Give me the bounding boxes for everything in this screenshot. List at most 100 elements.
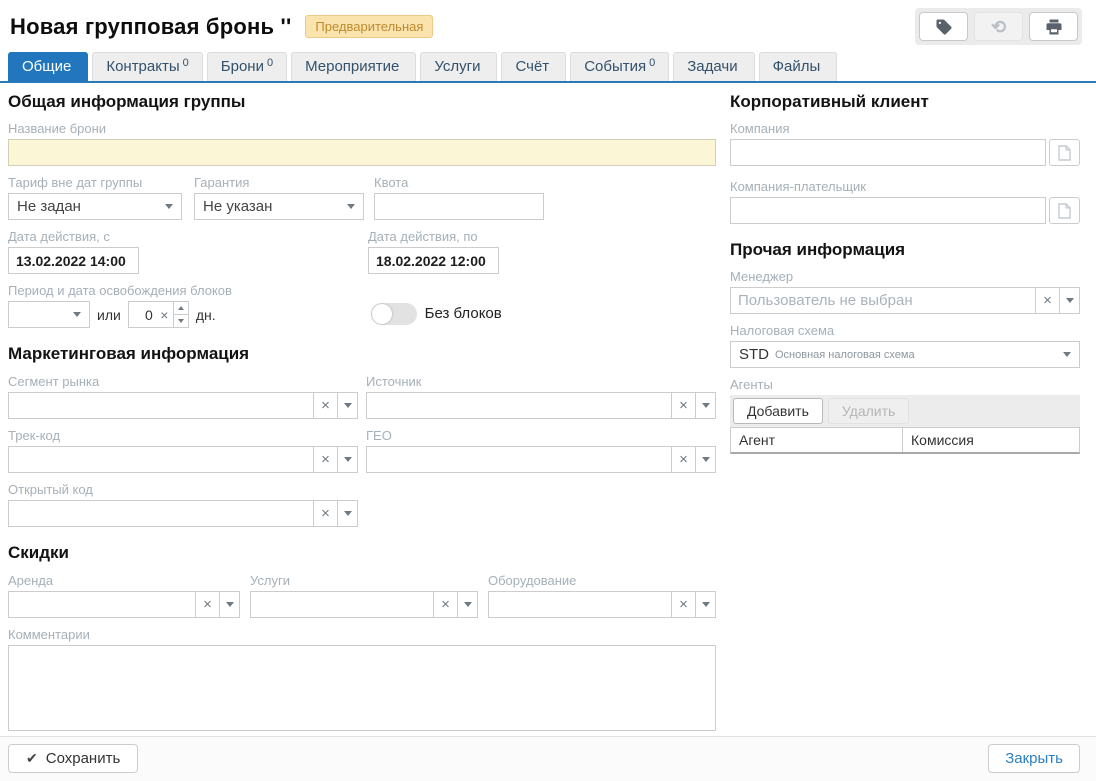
quota-input[interactable]: [374, 193, 544, 220]
tab-uslugi[interactable]: Услуги: [420, 52, 498, 81]
booking-name-label: Название брони: [8, 121, 107, 136]
clear-icon[interactable]: ×: [671, 592, 695, 617]
tax-scheme-name: Основная налоговая схема: [775, 348, 915, 361]
dropdown-button[interactable]: [219, 592, 239, 617]
date-from-field[interactable]: 13.02.2022 14:00: [8, 247, 139, 274]
print-button[interactable]: [1029, 12, 1078, 41]
tab-broni[interactable]: Брони 0: [206, 52, 288, 81]
close-button[interactable]: Закрыть: [988, 744, 1080, 773]
clear-icon[interactable]: ×: [671, 447, 695, 472]
dropdown-icon: [1065, 298, 1074, 303]
dropdown-button[interactable]: [695, 592, 715, 617]
tab-obshchie[interactable]: Общие: [8, 52, 89, 81]
tab-sobytiya[interactable]: События 0: [570, 52, 670, 81]
agents-add-button[interactable]: Добавить: [733, 398, 823, 424]
no-blocks-label: Без блоков: [424, 305, 502, 322]
equipment-discount-input[interactable]: [489, 592, 671, 617]
dropdown-icon: [343, 457, 352, 462]
tab-label: Брони: [220, 58, 264, 75]
tab-schet[interactable]: Счёт: [501, 52, 567, 81]
dropdown-button[interactable]: [1059, 288, 1079, 313]
company-select-button[interactable]: [1049, 139, 1080, 166]
clear-icon[interactable]: ×: [671, 393, 695, 418]
no-blocks-toggle[interactable]: [370, 302, 417, 325]
tab-count: 0: [649, 57, 656, 69]
main-content: Общая информация группы Название брони Т…: [0, 83, 1096, 736]
arrow-up-icon: [177, 306, 184, 310]
equipment-discount-label: Оборудование: [488, 573, 577, 588]
date-to-field[interactable]: 18.02.2022 12:00: [368, 247, 499, 274]
booking-name-input[interactable]: [8, 139, 716, 166]
payer-company-input[interactable]: [730, 197, 1046, 224]
dropdown-button[interactable]: [457, 592, 477, 617]
source-combobox: ×: [366, 392, 716, 419]
dropdown-button[interactable]: [337, 393, 357, 418]
segment-combobox: ×: [8, 392, 358, 419]
rent-discount-combobox: ×: [8, 591, 240, 618]
toggle-knob: [371, 303, 392, 324]
dropdown-button[interactable]: [695, 393, 715, 418]
clear-icon[interactable]: ×: [313, 501, 337, 526]
save-button[interactable]: ✔ Сохранить: [8, 744, 139, 773]
dropdown-icon: [343, 403, 352, 408]
dropdown-icon: [225, 602, 234, 607]
tab-zadachi[interactable]: Задачи: [673, 52, 755, 81]
tags-button[interactable]: [919, 12, 968, 41]
geo-label: ГЕО: [366, 428, 392, 443]
or-label: или: [97, 306, 121, 323]
agents-column-commission: Комиссия: [911, 432, 974, 448]
number-spinner: [172, 302, 188, 327]
dropdown-button[interactable]: [337, 447, 357, 472]
tax-scheme-select[interactable]: STD Основная налоговая схема: [730, 341, 1080, 368]
clear-icon[interactable]: ×: [160, 306, 169, 323]
tab-label: Мероприятие: [305, 58, 400, 75]
days-suffix-label: дн.: [195, 306, 216, 323]
agents-remove-button[interactable]: Удалить: [827, 398, 910, 424]
dropdown-button[interactable]: [695, 447, 715, 472]
company-input[interactable]: [730, 139, 1046, 166]
tab-bar: Общие Контракты 0 Брони 0 Мероприятие Услу…: [0, 52, 1096, 83]
manager-label: Менеджер: [730, 269, 794, 284]
spinner-down-button[interactable]: [173, 314, 188, 327]
spinner-up-button[interactable]: [174, 302, 188, 314]
source-input[interactable]: [367, 393, 671, 418]
document-icon: [1058, 202, 1071, 219]
section-general-title: Общая информация группы: [8, 92, 246, 111]
open-code-input[interactable]: [9, 501, 313, 526]
segment-input[interactable]: [9, 393, 313, 418]
segment-label: Сегмент рынка: [8, 374, 100, 389]
rent-discount-input[interactable]: [9, 592, 195, 617]
dropdown-button[interactable]: [337, 501, 357, 526]
agents-label: Агенты: [730, 377, 773, 392]
services-discount-input[interactable]: [251, 592, 433, 617]
equipment-discount-combobox: ×: [488, 591, 716, 618]
date-to-label: Дата действия, по: [368, 229, 478, 244]
tab-kontrakty[interactable]: Контракты 0: [92, 52, 203, 81]
tab-meropriyatie[interactable]: Мероприятие: [291, 52, 417, 81]
tariff-select[interactable]: Не задан: [8, 193, 182, 220]
guarantee-select[interactable]: Не указан: [194, 193, 364, 220]
section-discounts-title: Скидки: [8, 543, 69, 562]
payer-company-select-button[interactable]: [1049, 197, 1080, 224]
dropdown-icon: [463, 602, 472, 607]
clear-icon[interactable]: ×: [195, 592, 219, 617]
clear-icon[interactable]: ×: [313, 447, 337, 472]
tab-faily[interactable]: Файлы: [758, 52, 838, 81]
section-marketing-title: Маркетинговая информация: [8, 344, 250, 363]
history-button[interactable]: ⟲: [974, 12, 1023, 41]
clear-icon[interactable]: ×: [313, 393, 337, 418]
clear-icon[interactable]: ×: [1035, 288, 1059, 313]
document-icon: [1058, 144, 1071, 161]
release-period-select[interactable]: [8, 301, 90, 328]
services-discount-label: Услуги: [250, 573, 290, 588]
comments-textarea[interactable]: [8, 645, 716, 731]
track-code-input[interactable]: [9, 447, 313, 472]
release-days-input[interactable]: [128, 302, 156, 327]
rent-discount-label: Аренда: [8, 573, 54, 588]
clear-icon[interactable]: ×: [433, 592, 457, 617]
manager-input[interactable]: [731, 288, 1035, 313]
geo-input[interactable]: [367, 447, 671, 472]
payer-company-label: Компания-плательщик: [730, 179, 866, 194]
tab-label: События: [584, 58, 647, 75]
track-code-label: Трек-код: [8, 428, 61, 443]
